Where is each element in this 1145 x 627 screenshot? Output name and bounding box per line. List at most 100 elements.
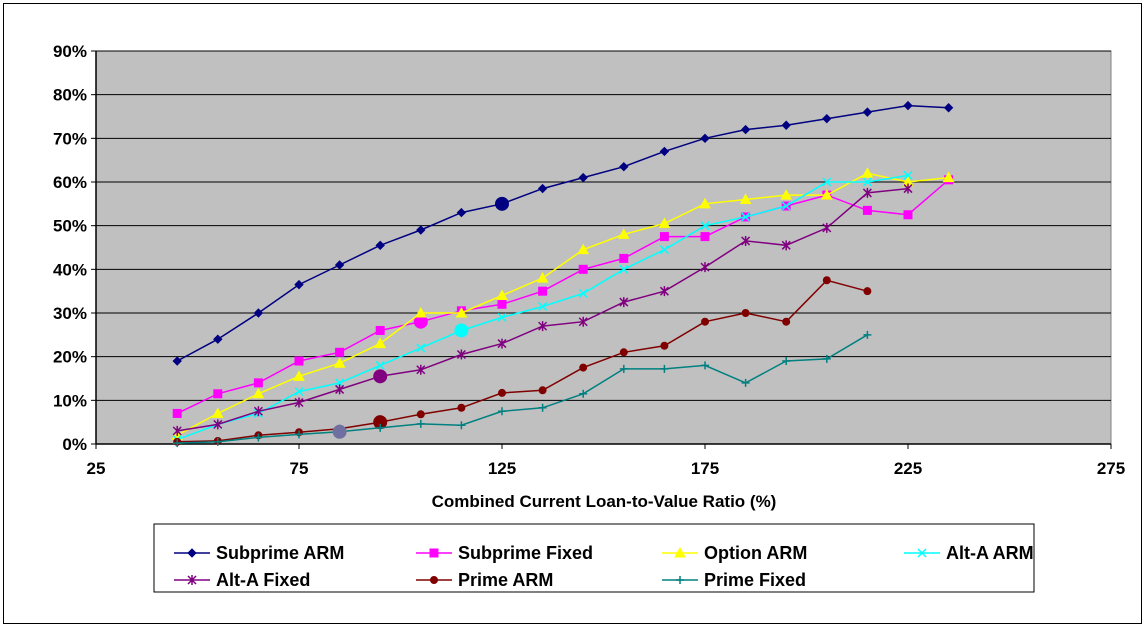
data-point xyxy=(497,299,507,309)
data-point xyxy=(619,253,629,263)
data-point xyxy=(820,189,833,200)
legend-label: Alt-A ARM xyxy=(946,543,1034,563)
series-subprime-arm xyxy=(172,100,954,366)
data-point xyxy=(619,364,628,373)
data-point xyxy=(213,334,223,344)
data-point xyxy=(293,370,305,381)
data-point xyxy=(822,177,832,187)
legend-swatch-marker xyxy=(430,576,438,584)
data-point xyxy=(903,100,913,111)
y-tick-label: 10% xyxy=(53,391,87,410)
series-alt-a-fixed xyxy=(172,183,913,436)
data-point xyxy=(538,386,547,395)
x-tick-label: 225 xyxy=(894,459,922,478)
data-point xyxy=(253,406,263,417)
data-point xyxy=(416,364,426,375)
data-point xyxy=(333,357,346,368)
data-point xyxy=(780,189,793,200)
data-point xyxy=(376,423,385,432)
y-tick-label: 90% xyxy=(53,42,87,61)
x-tick-label: 75 xyxy=(290,459,309,478)
legend-swatch-marker xyxy=(187,575,197,585)
x-tick-label: 175 xyxy=(691,459,719,478)
data-point xyxy=(619,348,628,357)
data-point xyxy=(863,330,872,339)
legend-label: Alt-A Fixed xyxy=(216,570,310,590)
legend-item: Alt-A ARM xyxy=(904,543,1034,563)
series-line xyxy=(177,279,868,443)
data-point xyxy=(172,408,182,418)
series-prime-fixed xyxy=(173,330,872,448)
data-point xyxy=(537,183,548,194)
data-point xyxy=(294,387,304,397)
data-point xyxy=(456,349,466,360)
data-point xyxy=(659,245,669,255)
data-point xyxy=(659,146,670,157)
data-point xyxy=(414,306,427,318)
series-line xyxy=(176,104,949,362)
data-point xyxy=(375,325,385,335)
data-point xyxy=(211,407,224,418)
legend-item: Option ARM xyxy=(662,543,807,563)
legend-swatch-marker xyxy=(429,548,439,558)
data-point xyxy=(660,364,669,373)
data-point xyxy=(538,286,548,296)
data-point xyxy=(578,172,588,183)
data-point xyxy=(782,317,791,326)
data-point xyxy=(822,113,832,124)
data-point xyxy=(741,212,751,222)
data-point xyxy=(863,287,872,296)
data-point xyxy=(457,403,466,412)
data-point xyxy=(253,378,263,388)
legend-item: Subprime ARM xyxy=(174,543,344,563)
y-tick-label: 80% xyxy=(53,86,87,105)
data-point xyxy=(173,439,182,448)
legend-box xyxy=(153,523,1035,593)
data-point xyxy=(782,357,791,366)
x-axis-ticks: 25 75 125 175 225 275 xyxy=(87,444,1125,478)
data-point xyxy=(335,347,345,357)
data-point xyxy=(862,205,872,215)
chart-frame: 0% 10% 20% 30% 40% 50% 60% 70% 80% 90% 25 75 125 175… xyxy=(3,3,1142,624)
data-point xyxy=(862,177,872,187)
data-point xyxy=(701,317,709,326)
data-point xyxy=(660,341,669,350)
data-point xyxy=(822,354,831,363)
data-point xyxy=(457,421,466,430)
data-point xyxy=(781,201,791,211)
highlight-point xyxy=(332,424,347,439)
data-point xyxy=(699,197,711,209)
legend-label: Option ARM xyxy=(704,543,807,563)
data-point xyxy=(538,301,548,311)
legend-label: Subprime Fixed xyxy=(458,543,593,563)
data-point xyxy=(578,316,588,327)
data-point xyxy=(701,361,709,370)
data-point xyxy=(659,286,669,297)
data-point xyxy=(253,308,264,318)
data-point xyxy=(536,272,549,283)
y-tick-label: 70% xyxy=(53,129,87,148)
gridlines xyxy=(95,50,1111,445)
data-point xyxy=(578,264,588,274)
legend-item: Alt-A Fixed xyxy=(174,570,310,590)
data-point xyxy=(295,430,303,439)
data-point xyxy=(619,162,629,172)
y-tick-label: 50% xyxy=(53,217,87,236)
highlight-point xyxy=(454,323,469,338)
data-point xyxy=(374,337,387,349)
data-point xyxy=(700,262,710,273)
data-point xyxy=(416,225,426,235)
data-point xyxy=(903,183,913,194)
y-tick-label: 40% xyxy=(53,260,87,279)
series-lines xyxy=(171,100,955,448)
data-point xyxy=(213,437,222,446)
data-point xyxy=(416,410,425,419)
data-point xyxy=(294,356,304,366)
data-point xyxy=(252,387,265,399)
data-point xyxy=(578,288,588,298)
data-point xyxy=(822,276,831,285)
data-point xyxy=(700,221,710,231)
data-point xyxy=(741,378,750,387)
series-line xyxy=(176,172,949,436)
data-point xyxy=(172,356,182,366)
